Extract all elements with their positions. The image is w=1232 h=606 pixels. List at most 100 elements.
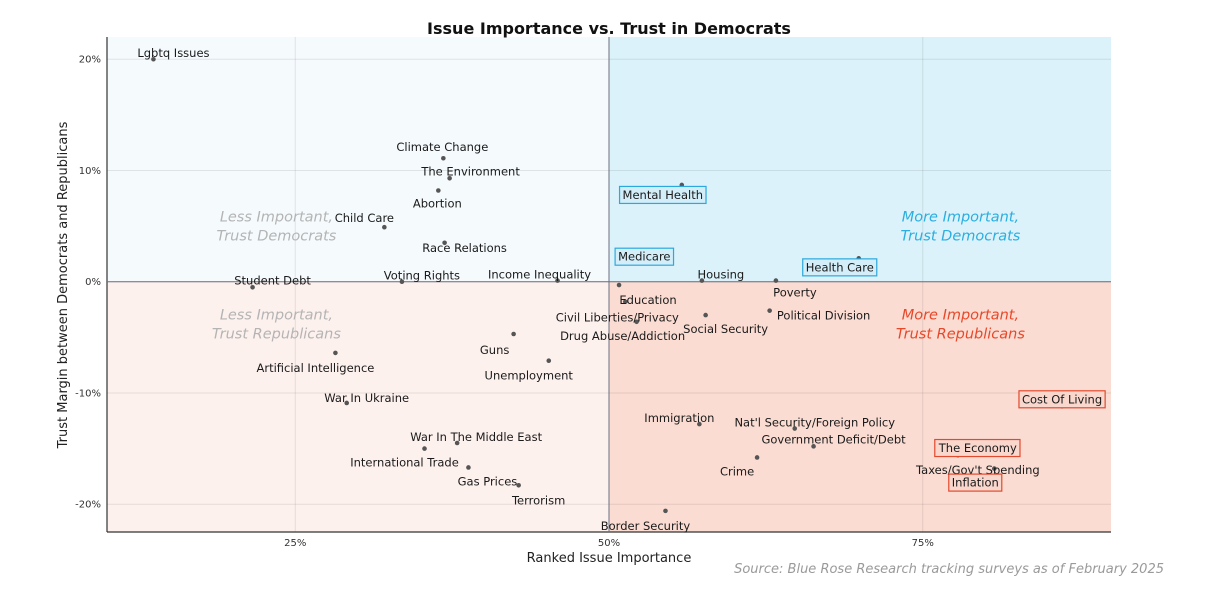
quadrant-backgrounds xyxy=(107,37,1111,532)
axes xyxy=(106,37,1111,533)
data-point xyxy=(767,308,772,313)
data-point xyxy=(344,400,350,406)
data-point xyxy=(441,155,446,161)
point-label: The Environment xyxy=(420,164,520,178)
highlight-label-box xyxy=(1018,390,1106,409)
point-label: Poverty xyxy=(773,286,817,300)
point-label: Health Care xyxy=(806,260,874,274)
point-label: Immigration xyxy=(644,411,714,425)
y-axis-title: Trust Margin between Democrats and Repub… xyxy=(56,121,71,449)
point-label: Crime xyxy=(720,464,754,478)
chart-title: Issue Importance vs. Trust in Democrats xyxy=(427,19,791,38)
data-point xyxy=(773,278,779,283)
point-label: Abortion xyxy=(413,197,462,211)
point-label: Climate Change xyxy=(396,140,488,154)
data-point xyxy=(382,224,387,230)
point-label: Voting Rights xyxy=(384,269,460,283)
highlight-label-box xyxy=(618,185,707,205)
quadrant-upper-right xyxy=(609,37,1111,282)
point-labels: Lgbtq Issues Climate Change The Environmen… xyxy=(137,46,1106,533)
highlight-label-group: Mental Health xyxy=(618,185,707,205)
highlight-label-box xyxy=(614,247,675,266)
highlight-label-group: Cost Of Living xyxy=(1018,390,1106,409)
point-label: Social Security xyxy=(683,322,768,336)
x-tick-label: 25% xyxy=(284,538,306,549)
point-label: Child Care xyxy=(335,211,394,225)
point-label: Unemployment xyxy=(485,369,574,383)
data-point xyxy=(466,465,471,470)
data-point xyxy=(447,175,452,181)
data-point xyxy=(811,444,816,449)
x-axis-title: Ranked Issue Importance xyxy=(527,551,692,566)
data-point xyxy=(703,312,708,318)
data-point xyxy=(546,358,552,363)
quadrant-upper-left xyxy=(107,37,609,282)
highlight-label-box xyxy=(934,438,1021,458)
point-label: The Economy xyxy=(938,441,1017,455)
y-tick-label: 20% xyxy=(79,55,101,66)
data-point xyxy=(511,331,516,337)
data-point xyxy=(991,466,997,471)
point-label: War In The Middle East xyxy=(410,430,542,444)
point-label: Nat'l Security/Foreign Policy xyxy=(734,416,895,430)
quadrant-label: More Important, Trust Republicans xyxy=(896,308,1025,343)
point-label: Income Inequality xyxy=(488,268,591,282)
point-label: Drug Abuse/Addiction xyxy=(560,329,685,343)
data-point xyxy=(663,508,668,514)
point-label: Civil Liberties/Privacy xyxy=(556,311,679,325)
quadrant-labels: Less Important, Trust Democrats More Impor… xyxy=(212,210,1025,343)
point-label: Border Security xyxy=(601,519,691,533)
data-point xyxy=(697,421,702,427)
highlight-label-box xyxy=(948,473,1003,492)
point-label: Housing xyxy=(697,268,744,282)
x-tick-label: 50% xyxy=(598,538,620,549)
data-point xyxy=(555,278,560,283)
data-point xyxy=(792,426,798,431)
data-point xyxy=(151,56,156,62)
point-label: Taxes/Gov't Spending xyxy=(915,463,1040,477)
highlight-label-box xyxy=(802,258,878,277)
y-tick-label: -20% xyxy=(75,500,101,511)
point-label: Cost Of Living xyxy=(1022,392,1102,406)
point-label: Inflation xyxy=(952,476,999,490)
data-point xyxy=(442,240,447,246)
point-label: Education xyxy=(619,293,676,307)
point-label: Mental Health xyxy=(623,188,703,202)
data-point xyxy=(754,455,760,460)
point-label: Artificial Intelligence xyxy=(256,361,374,375)
tick-labels: 25% 50% 75% 20% 10% 0% -10% -20% xyxy=(75,55,934,549)
quadrant-lower-left xyxy=(107,281,609,532)
data-point xyxy=(422,446,427,451)
data-point xyxy=(623,299,628,305)
data-point xyxy=(634,319,639,325)
point-label: War In Ukraine xyxy=(324,391,409,405)
y-tick-label: 10% xyxy=(79,166,101,177)
data-points xyxy=(151,56,1065,514)
data-point xyxy=(454,440,460,446)
point-label: Medicare xyxy=(618,250,670,264)
data-point xyxy=(616,282,622,288)
point-label: International Trade xyxy=(350,456,459,470)
point-label: Government Deficit/Debt xyxy=(761,432,906,446)
point-label: Student Debt xyxy=(234,273,311,287)
data-point xyxy=(436,188,441,193)
source-note: Source: Blue Rose Research tracking surv… xyxy=(734,562,1164,577)
quadrant-label: Less Important, Trust Republicans xyxy=(212,308,341,343)
highlight-label-group: Inflation xyxy=(948,473,1003,492)
point-label: Lgbtq Issues xyxy=(137,46,209,60)
point-label: Race Relations xyxy=(422,241,507,255)
highlight-label-group: Health Care xyxy=(802,258,878,277)
y-tick-label: 0% xyxy=(85,277,101,288)
x-tick-label: 75% xyxy=(912,538,934,549)
point-label: Guns xyxy=(480,343,509,357)
highlight-label-group: The Economy xyxy=(934,438,1021,458)
data-point xyxy=(250,284,255,290)
data-point xyxy=(516,482,521,488)
data-point xyxy=(699,278,705,283)
quadrant-label: More Important, Trust Democrats xyxy=(900,210,1020,245)
highlight-label-group: Medicare xyxy=(614,247,675,266)
point-label: Terrorism xyxy=(511,493,565,507)
point-label: Gas Prices xyxy=(458,474,518,488)
